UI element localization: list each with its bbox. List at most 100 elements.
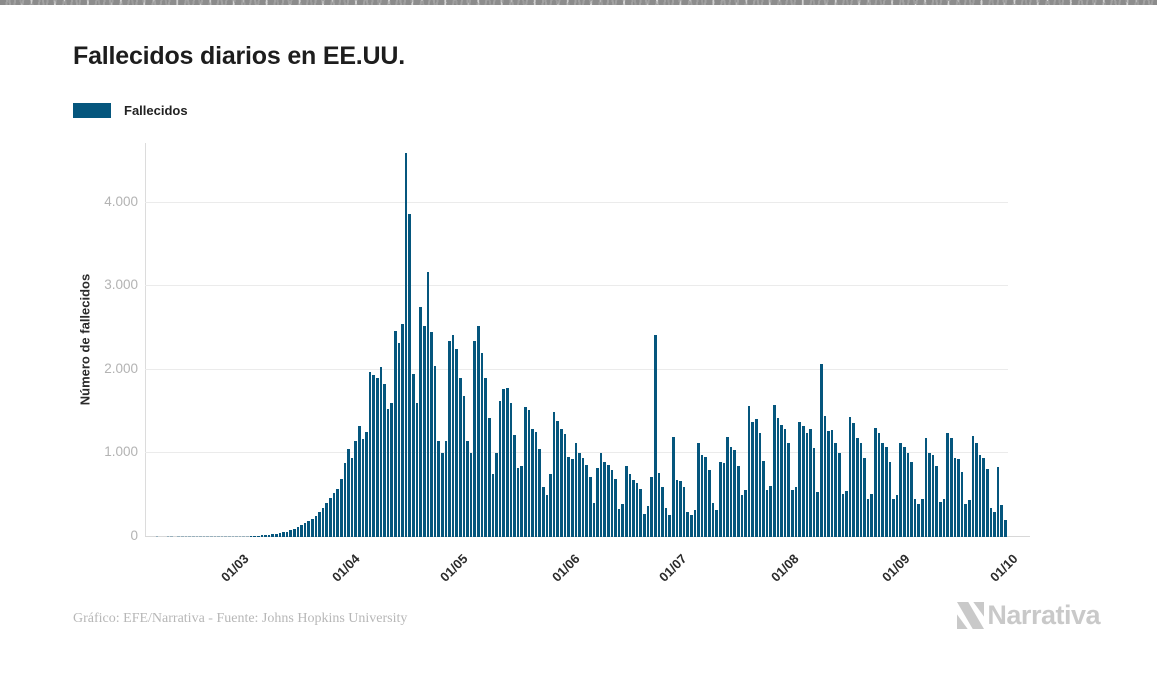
bar bbox=[736, 465, 740, 537]
bar bbox=[975, 442, 978, 537]
bar bbox=[556, 420, 560, 537]
bar bbox=[531, 429, 534, 537]
bar bbox=[217, 536, 220, 537]
bar bbox=[758, 433, 762, 537]
bar bbox=[993, 511, 996, 537]
bar bbox=[253, 535, 256, 537]
plot-area bbox=[145, 145, 1030, 537]
bar bbox=[448, 340, 451, 537]
bar bbox=[495, 453, 498, 537]
bar bbox=[264, 535, 267, 537]
x-tick-label-01-10: 01/10 bbox=[987, 551, 1021, 585]
bar bbox=[899, 442, 902, 537]
bar bbox=[231, 536, 235, 537]
bar bbox=[278, 533, 282, 537]
bar bbox=[195, 536, 199, 537]
bar bbox=[765, 490, 769, 537]
bar bbox=[390, 403, 394, 537]
bar bbox=[314, 515, 318, 537]
bar bbox=[339, 479, 343, 537]
bar bbox=[708, 470, 711, 537]
bar bbox=[910, 461, 913, 537]
bar bbox=[982, 458, 985, 537]
bar bbox=[274, 533, 278, 537]
bar bbox=[848, 417, 852, 537]
y-tick-label-4000: 4.000 bbox=[104, 193, 138, 209]
bar bbox=[780, 425, 783, 537]
bar bbox=[430, 332, 433, 537]
bar bbox=[661, 486, 664, 537]
bar bbox=[527, 409, 531, 537]
x-tick-label-01-07: 01/07 bbox=[656, 551, 690, 585]
bar bbox=[282, 532, 285, 537]
bar bbox=[664, 507, 668, 537]
bar bbox=[971, 435, 975, 537]
torn-edge-decoration bbox=[0, 0, 1157, 5]
bar bbox=[502, 389, 505, 537]
bar bbox=[318, 511, 321, 537]
bar bbox=[213, 536, 217, 537]
bar bbox=[271, 534, 274, 537]
bar bbox=[437, 440, 440, 537]
bar bbox=[534, 431, 538, 537]
bar bbox=[325, 502, 329, 537]
bar bbox=[657, 473, 661, 537]
bar bbox=[921, 498, 924, 537]
bar bbox=[801, 425, 805, 537]
bar bbox=[332, 492, 336, 537]
bar bbox=[967, 500, 971, 537]
bar bbox=[181, 536, 184, 537]
bar bbox=[978, 455, 982, 537]
bar bbox=[560, 429, 563, 537]
bar bbox=[246, 536, 249, 537]
bar bbox=[238, 536, 242, 537]
bar bbox=[224, 536, 228, 537]
bar bbox=[733, 450, 736, 537]
bar bbox=[769, 486, 773, 537]
bar bbox=[155, 536, 159, 537]
bar bbox=[469, 453, 473, 537]
bar bbox=[1000, 505, 1004, 537]
bar bbox=[740, 495, 744, 537]
bar bbox=[394, 330, 397, 537]
bar bbox=[989, 507, 993, 537]
bar bbox=[415, 403, 419, 537]
bar bbox=[336, 489, 339, 537]
bar bbox=[610, 470, 614, 537]
bar bbox=[343, 463, 347, 537]
bar bbox=[877, 432, 881, 537]
bar bbox=[924, 438, 928, 537]
bar bbox=[632, 480, 635, 537]
bar bbox=[700, 455, 704, 537]
bar bbox=[866, 499, 870, 537]
bar bbox=[574, 442, 578, 537]
legend: Fallecidos bbox=[73, 103, 188, 118]
bar bbox=[426, 272, 430, 537]
bar bbox=[794, 486, 798, 537]
x-tick-label-01-03: 01/03 bbox=[217, 551, 252, 585]
bar bbox=[372, 374, 375, 537]
bar bbox=[722, 463, 726, 537]
bar bbox=[596, 468, 599, 537]
bar bbox=[841, 494, 845, 537]
bar bbox=[523, 407, 527, 537]
bar bbox=[552, 411, 556, 537]
bar bbox=[856, 438, 859, 537]
bar bbox=[895, 495, 899, 537]
bar bbox=[202, 536, 206, 537]
bar bbox=[296, 527, 300, 537]
bar bbox=[884, 446, 888, 537]
bar bbox=[220, 536, 224, 537]
gridline-2000 bbox=[145, 368, 1008, 370]
bar bbox=[812, 448, 816, 537]
x-tick-label-01-08: 01/08 bbox=[767, 551, 802, 585]
bar bbox=[422, 326, 426, 537]
x-tick-label-01-09: 01/09 bbox=[879, 551, 913, 585]
bar bbox=[957, 459, 960, 537]
bar bbox=[845, 491, 848, 537]
bar bbox=[354, 440, 357, 537]
bar bbox=[906, 453, 910, 537]
bar bbox=[747, 405, 751, 537]
bar bbox=[773, 404, 776, 537]
bar bbox=[859, 442, 863, 537]
